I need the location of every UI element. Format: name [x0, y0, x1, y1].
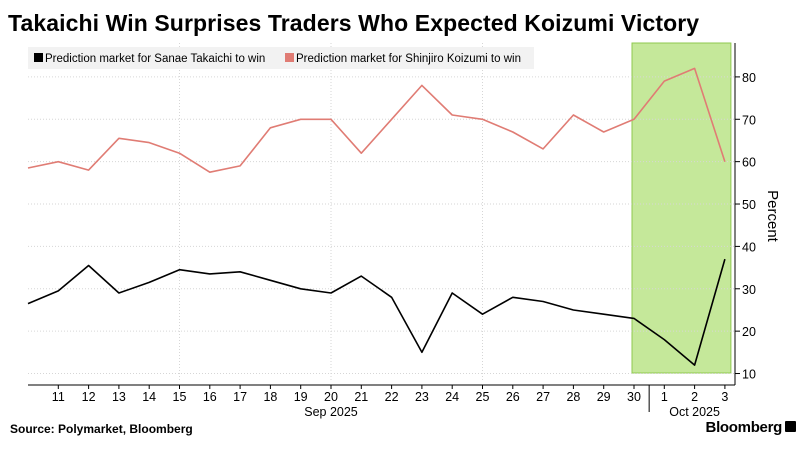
y-tick-label-80: 80: [742, 71, 756, 85]
y-tick-label-10: 10: [742, 368, 756, 382]
x-group-label-sep-2025: Sep 2025: [304, 405, 358, 419]
x-tick-label-13: 13: [112, 390, 126, 404]
highlight-band: [631, 42, 732, 374]
legend-swatch-takaichi: [34, 53, 43, 62]
x-tick-label-1: 1: [661, 390, 668, 404]
x-tick-label-30: 30: [627, 390, 641, 404]
source-note: Source: Polymarket, Bloomberg: [10, 422, 193, 436]
x-tick-label-11: 11: [52, 390, 65, 404]
x-group-label-oct-2025: Oct 2025: [669, 405, 720, 419]
legend-swatch-koizumi: [285, 53, 294, 62]
y-tick-label-60: 60: [742, 156, 756, 170]
y-axis-title: Percent: [764, 190, 781, 243]
highlight-region-layer: [631, 42, 732, 374]
x-tick-label-29: 29: [597, 390, 611, 404]
y-tick-label-70: 70: [742, 113, 756, 127]
x-tick-label-2: 2: [691, 390, 698, 404]
x-tick-label-20: 20: [324, 390, 338, 404]
x-tick-label-3: 3: [721, 390, 728, 404]
series-line-koizumi: [27, 67, 726, 173]
series-lines: [27, 67, 726, 366]
x-tick-label-19: 19: [294, 390, 308, 404]
brand-logo-text: Bloomberg: [705, 419, 783, 436]
x-tick-label-24: 24: [445, 390, 459, 404]
legend-background: [28, 47, 534, 69]
chart-title: Takaichi Win Surprises Traders Who Expec…: [8, 10, 700, 36]
y-tick-label-30: 30: [742, 283, 756, 297]
x-tick-label-22: 22: [385, 390, 399, 404]
x-tick-label-17: 17: [233, 390, 247, 404]
y-tick-label-40: 40: [742, 240, 756, 254]
x-tick-label-28: 28: [566, 390, 580, 404]
x-tick-label-23: 23: [415, 390, 429, 404]
x-tick-label-27: 27: [536, 390, 550, 404]
legend-label-takaichi: Prediction market for Sanae Takaichi to …: [45, 53, 265, 65]
x-tick-label-25: 25: [476, 390, 490, 404]
legend-label-koizumi: Prediction market for Shinjiro Koizumi t…: [296, 53, 521, 65]
x-tick-label-21: 21: [354, 390, 368, 404]
x-tick-label-26: 26: [506, 390, 520, 404]
gridlines: [28, 43, 735, 382]
bloomberg-terminal-icon: [785, 421, 796, 432]
x-tick-label-16: 16: [203, 390, 217, 404]
y-tick-label-50: 50: [742, 198, 756, 212]
x-tick-label-14: 14: [142, 390, 156, 404]
series-line-takaichi: [27, 258, 726, 366]
x-tick-label-18: 18: [263, 390, 277, 404]
x-tick-label-15: 15: [173, 390, 187, 404]
x-tick-label-12: 12: [82, 390, 96, 404]
y-tick-label-20: 20: [742, 325, 756, 339]
legend: Prediction market for Sanae Takaichi to …: [28, 47, 534, 69]
